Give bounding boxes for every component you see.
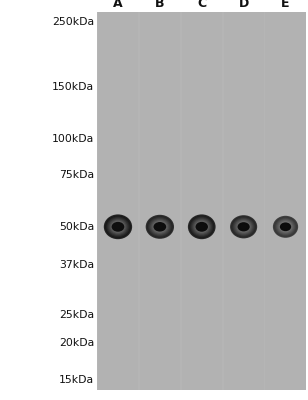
Ellipse shape bbox=[237, 221, 250, 232]
Ellipse shape bbox=[240, 224, 247, 230]
Ellipse shape bbox=[159, 226, 161, 228]
Ellipse shape bbox=[285, 226, 286, 228]
Ellipse shape bbox=[192, 218, 211, 235]
Text: 75kDa: 75kDa bbox=[59, 170, 94, 180]
Ellipse shape bbox=[157, 225, 162, 229]
Bar bbox=[224, 12, 264, 390]
Text: 20kDa: 20kDa bbox=[59, 338, 94, 348]
Ellipse shape bbox=[152, 220, 168, 234]
Ellipse shape bbox=[274, 217, 297, 237]
Ellipse shape bbox=[201, 226, 203, 228]
Text: 15kDa: 15kDa bbox=[59, 375, 94, 385]
Text: C: C bbox=[197, 0, 206, 10]
Ellipse shape bbox=[153, 221, 167, 233]
Ellipse shape bbox=[231, 216, 256, 238]
Ellipse shape bbox=[153, 222, 166, 232]
Ellipse shape bbox=[279, 221, 292, 232]
Ellipse shape bbox=[106, 216, 130, 237]
Ellipse shape bbox=[105, 216, 131, 238]
Ellipse shape bbox=[150, 219, 169, 235]
Ellipse shape bbox=[235, 219, 253, 234]
Ellipse shape bbox=[107, 218, 129, 236]
Ellipse shape bbox=[108, 218, 128, 235]
Ellipse shape bbox=[233, 218, 254, 236]
Text: A: A bbox=[113, 0, 123, 10]
Ellipse shape bbox=[242, 226, 245, 228]
Ellipse shape bbox=[237, 222, 250, 232]
Bar bbox=[265, 12, 306, 390]
Ellipse shape bbox=[147, 216, 173, 238]
Ellipse shape bbox=[232, 217, 255, 236]
Ellipse shape bbox=[276, 218, 295, 235]
Ellipse shape bbox=[115, 224, 121, 230]
Ellipse shape bbox=[238, 222, 249, 232]
Ellipse shape bbox=[191, 218, 212, 236]
Ellipse shape bbox=[282, 224, 289, 230]
Ellipse shape bbox=[196, 222, 208, 232]
Ellipse shape bbox=[112, 222, 124, 232]
Text: 50kDa: 50kDa bbox=[59, 222, 94, 232]
Text: E: E bbox=[281, 0, 290, 10]
Ellipse shape bbox=[277, 220, 294, 234]
Text: B: B bbox=[155, 0, 164, 10]
Text: 37kDa: 37kDa bbox=[59, 260, 94, 270]
Text: 25kDa: 25kDa bbox=[59, 310, 94, 320]
Ellipse shape bbox=[190, 216, 213, 237]
Ellipse shape bbox=[195, 220, 209, 233]
Text: D: D bbox=[238, 0, 249, 10]
Ellipse shape bbox=[146, 215, 174, 239]
Ellipse shape bbox=[111, 220, 125, 233]
Ellipse shape bbox=[275, 218, 296, 236]
Text: 150kDa: 150kDa bbox=[52, 82, 94, 92]
Ellipse shape bbox=[149, 218, 171, 236]
Ellipse shape bbox=[280, 222, 291, 231]
Ellipse shape bbox=[148, 217, 172, 237]
Ellipse shape bbox=[283, 225, 288, 229]
Ellipse shape bbox=[156, 224, 164, 230]
Ellipse shape bbox=[273, 216, 298, 238]
Ellipse shape bbox=[116, 225, 120, 229]
Ellipse shape bbox=[196, 222, 208, 232]
Ellipse shape bbox=[189, 216, 214, 238]
Ellipse shape bbox=[241, 225, 246, 229]
Ellipse shape bbox=[236, 220, 252, 234]
Ellipse shape bbox=[280, 222, 291, 231]
Ellipse shape bbox=[197, 223, 206, 231]
Ellipse shape bbox=[200, 225, 204, 229]
Ellipse shape bbox=[110, 220, 126, 234]
Ellipse shape bbox=[113, 223, 123, 231]
Ellipse shape bbox=[239, 223, 248, 231]
Ellipse shape bbox=[194, 220, 210, 234]
Ellipse shape bbox=[278, 220, 293, 233]
Ellipse shape bbox=[155, 223, 164, 231]
Bar bbox=[182, 12, 222, 390]
Bar bbox=[97, 12, 306, 390]
Text: 100kDa: 100kDa bbox=[52, 134, 94, 144]
Ellipse shape bbox=[281, 223, 290, 230]
Text: 250kDa: 250kDa bbox=[52, 17, 94, 27]
Ellipse shape bbox=[117, 226, 119, 228]
Bar bbox=[98, 12, 138, 390]
Ellipse shape bbox=[198, 224, 205, 230]
Ellipse shape bbox=[188, 214, 216, 239]
Ellipse shape bbox=[111, 222, 124, 232]
Ellipse shape bbox=[104, 214, 132, 239]
Ellipse shape bbox=[230, 215, 257, 238]
Ellipse shape bbox=[154, 222, 166, 232]
Bar bbox=[140, 12, 180, 390]
